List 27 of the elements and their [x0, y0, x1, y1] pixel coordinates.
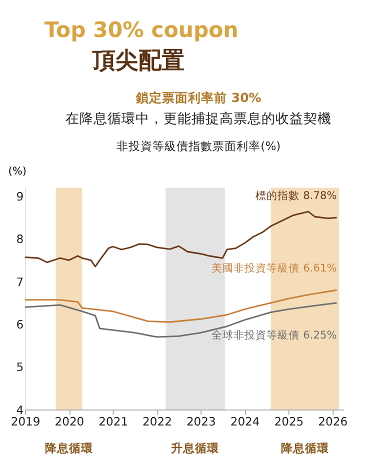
- y-tick-label: 7: [16, 274, 24, 289]
- series-label: 美國非投資等級債 6.61%: [212, 262, 337, 275]
- band-label: 降息循環: [280, 440, 330, 455]
- chart-title: Top 30% coupon: [44, 18, 238, 44]
- y-axis-title: (%): [8, 166, 27, 178]
- series-label: 全球非投資等級債 6.25%: [212, 328, 337, 342]
- band-label: 降息循環: [44, 440, 94, 455]
- y-tick-label: 5: [16, 360, 24, 374]
- y-tick-label: 4: [16, 402, 24, 417]
- line-series: [24, 289, 338, 323]
- series-label: 標的指數 8.78%: [256, 190, 337, 202]
- y-tick-label: 8: [16, 232, 24, 246]
- x-tick-label: 2025: [274, 414, 304, 428]
- y-tick-label: 9: [16, 190, 24, 204]
- x-tick-label: 2026: [318, 414, 348, 428]
- text: 鎖定票面利率前 30%: [135, 90, 262, 105]
- chart-subtitle: 頂尖配置: [92, 48, 185, 74]
- y-tick-label: 6: [16, 318, 24, 332]
- x-tick-label: 2019: [10, 414, 40, 428]
- x-tick-label: 2022: [142, 414, 172, 428]
- x-tick-label: 2021: [98, 414, 128, 428]
- text: 非投資等級債指數票面利率(%): [116, 139, 281, 154]
- band-label: 升息循環: [170, 440, 220, 455]
- x-tick-label: 2020: [54, 414, 84, 428]
- x-tick-label: 2024: [230, 414, 260, 428]
- x-tick-label: 2023: [186, 414, 216, 428]
- text: 在降息循環中，更能捕捉高票息的收益契機: [66, 111, 332, 128]
